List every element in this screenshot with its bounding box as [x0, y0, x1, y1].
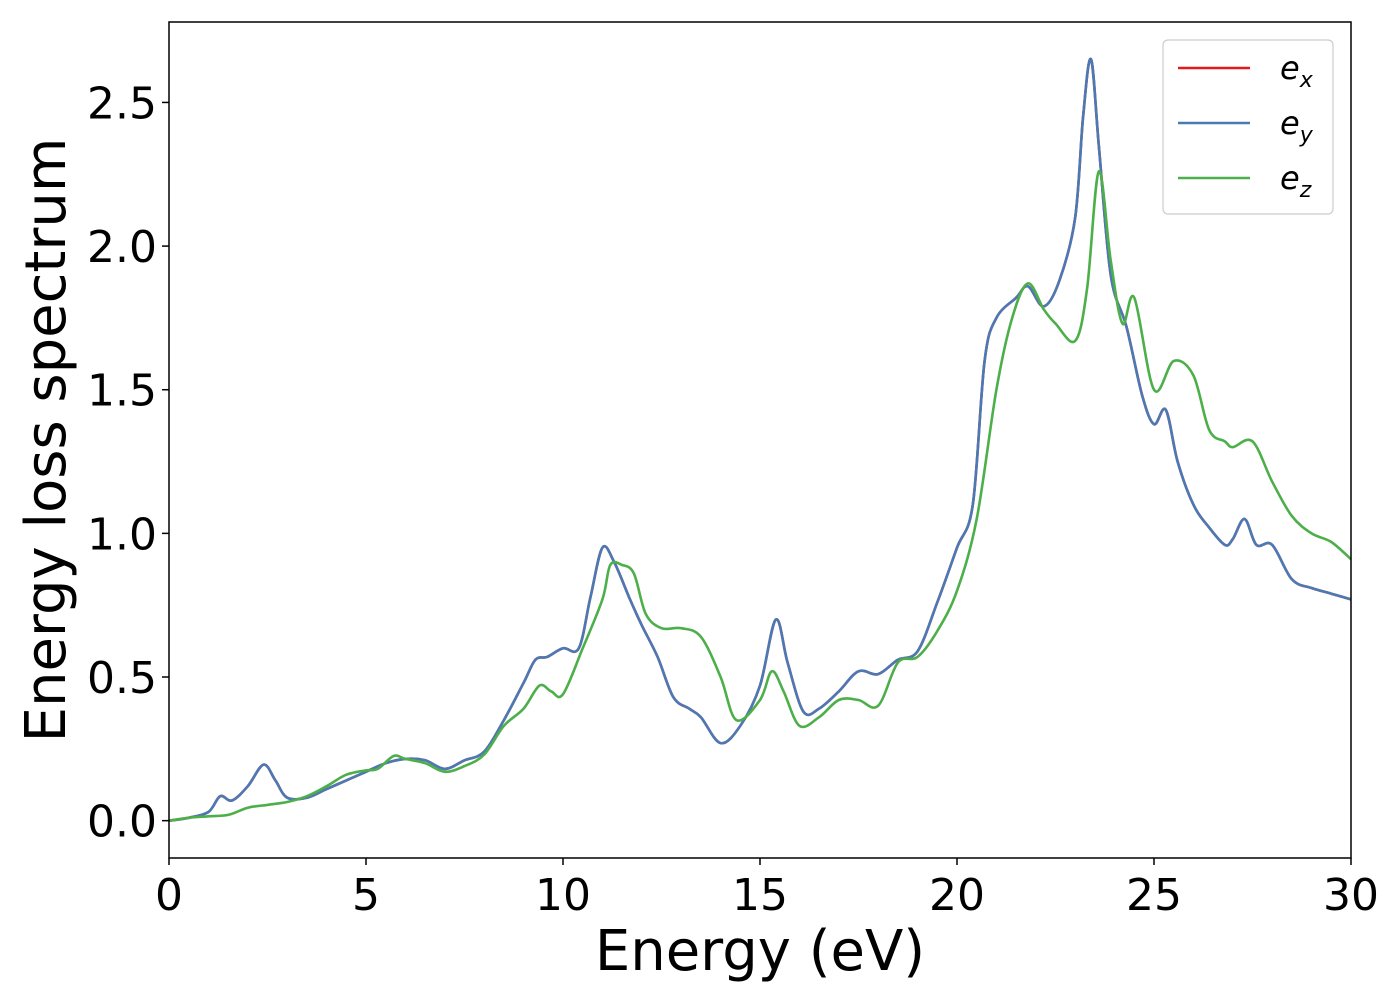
y-tick-label: 1.0 — [87, 509, 157, 560]
plot-background — [169, 22, 1351, 858]
x-axis: 0 5 10 15 20 25 30 — [155, 858, 1379, 921]
y-tick-label: 0.0 — [87, 797, 157, 848]
y-tick-label: 0.5 — [87, 653, 157, 704]
y-tick-label: 1.5 — [87, 366, 157, 417]
x-tick-label: 20 — [929, 870, 985, 921]
series-layer — [168, 57, 1352, 822]
y-axis: 0.0 0.5 1.0 1.5 2.0 2.5 — [87, 78, 169, 848]
x-tick-label: 30 — [1323, 870, 1379, 921]
x-tick-label: 10 — [535, 870, 591, 921]
legend-box — [1162, 39, 1334, 215]
x-tick-label: 5 — [352, 870, 380, 921]
x-tick-label: 15 — [732, 870, 788, 921]
y-tick-label: 2.5 — [87, 78, 157, 129]
x-tick-label: 0 — [155, 870, 183, 921]
x-tick-label: 25 — [1126, 870, 1182, 921]
y-axis-title: Energy loss spectrum — [14, 138, 79, 743]
x-axis-title: Energy (eV) — [595, 919, 925, 984]
series-line-z — [168, 170, 1352, 822]
y-tick-label: 2.0 — [87, 222, 157, 273]
